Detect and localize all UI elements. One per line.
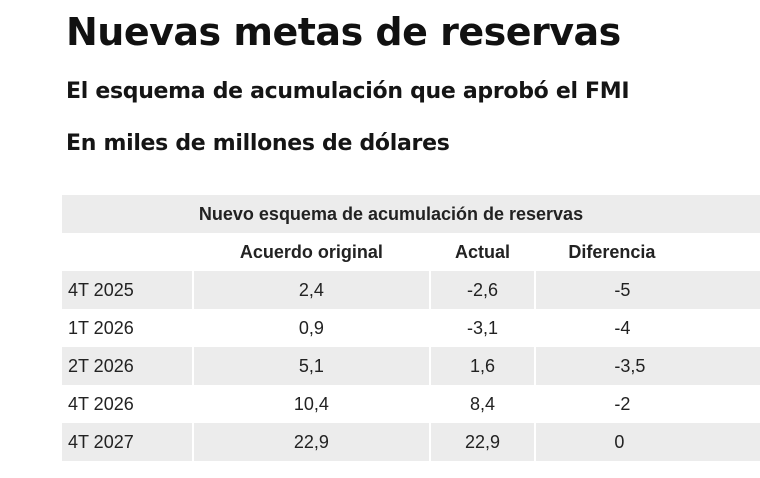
difference-cell: -2 bbox=[534, 385, 760, 423]
original-cell: 2,4 bbox=[192, 271, 430, 309]
column-header-actual: Actual bbox=[429, 233, 536, 271]
table-caption-row: Nuevo esquema de acumulación de reservas bbox=[62, 195, 760, 233]
table-caption: Nuevo esquema de acumulación de reservas bbox=[62, 195, 760, 233]
column-header-period bbox=[62, 233, 194, 271]
original-cell: 0,9 bbox=[192, 309, 430, 347]
difference-cell: -5 bbox=[534, 271, 760, 309]
table-row: 4T 2027 22,9 22,9 0 bbox=[62, 423, 760, 461]
actual-cell: -3,1 bbox=[428, 309, 536, 347]
column-header-original: Acuerdo original bbox=[193, 233, 430, 271]
unit-label: En miles de millones de dólares bbox=[66, 131, 450, 156]
subtitle: El esquema de acumulación que aprobó el … bbox=[66, 79, 630, 104]
period-cell: 4T 2027 bbox=[62, 423, 194, 461]
original-cell: 22,9 bbox=[192, 423, 430, 461]
difference-cell: -4 bbox=[534, 309, 760, 347]
difference-cell: 0 bbox=[534, 423, 760, 461]
difference-cell: -3,5 bbox=[534, 347, 760, 385]
table-row: 4T 2026 10,4 8,4 -2 bbox=[62, 385, 760, 423]
column-header-row: Acuerdo original Actual Diferencia bbox=[62, 233, 760, 271]
table-row: 4T 2025 2,4 -2,6 -5 bbox=[62, 271, 760, 309]
column-header-difference: Diferencia bbox=[535, 233, 760, 271]
table-row: 1T 2026 0,9 -3,1 -4 bbox=[62, 309, 760, 347]
reserves-table: Nuevo esquema de acumulación de reservas… bbox=[62, 195, 760, 461]
original-cell: 5,1 bbox=[192, 347, 430, 385]
period-cell: 4T 2026 bbox=[62, 385, 194, 423]
period-cell: 2T 2026 bbox=[62, 347, 194, 385]
period-cell: 1T 2026 bbox=[62, 309, 194, 347]
period-cell: 4T 2025 bbox=[62, 271, 194, 309]
page-title: Nuevas metas de reservas bbox=[66, 10, 621, 54]
actual-cell: -2,6 bbox=[428, 271, 536, 309]
actual-cell: 22,9 bbox=[428, 423, 536, 461]
actual-cell: 1,6 bbox=[428, 347, 536, 385]
original-cell: 10,4 bbox=[192, 385, 430, 423]
table-row: 2T 2026 5,1 1,6 -3,5 bbox=[62, 347, 760, 385]
actual-cell: 8,4 bbox=[428, 385, 536, 423]
